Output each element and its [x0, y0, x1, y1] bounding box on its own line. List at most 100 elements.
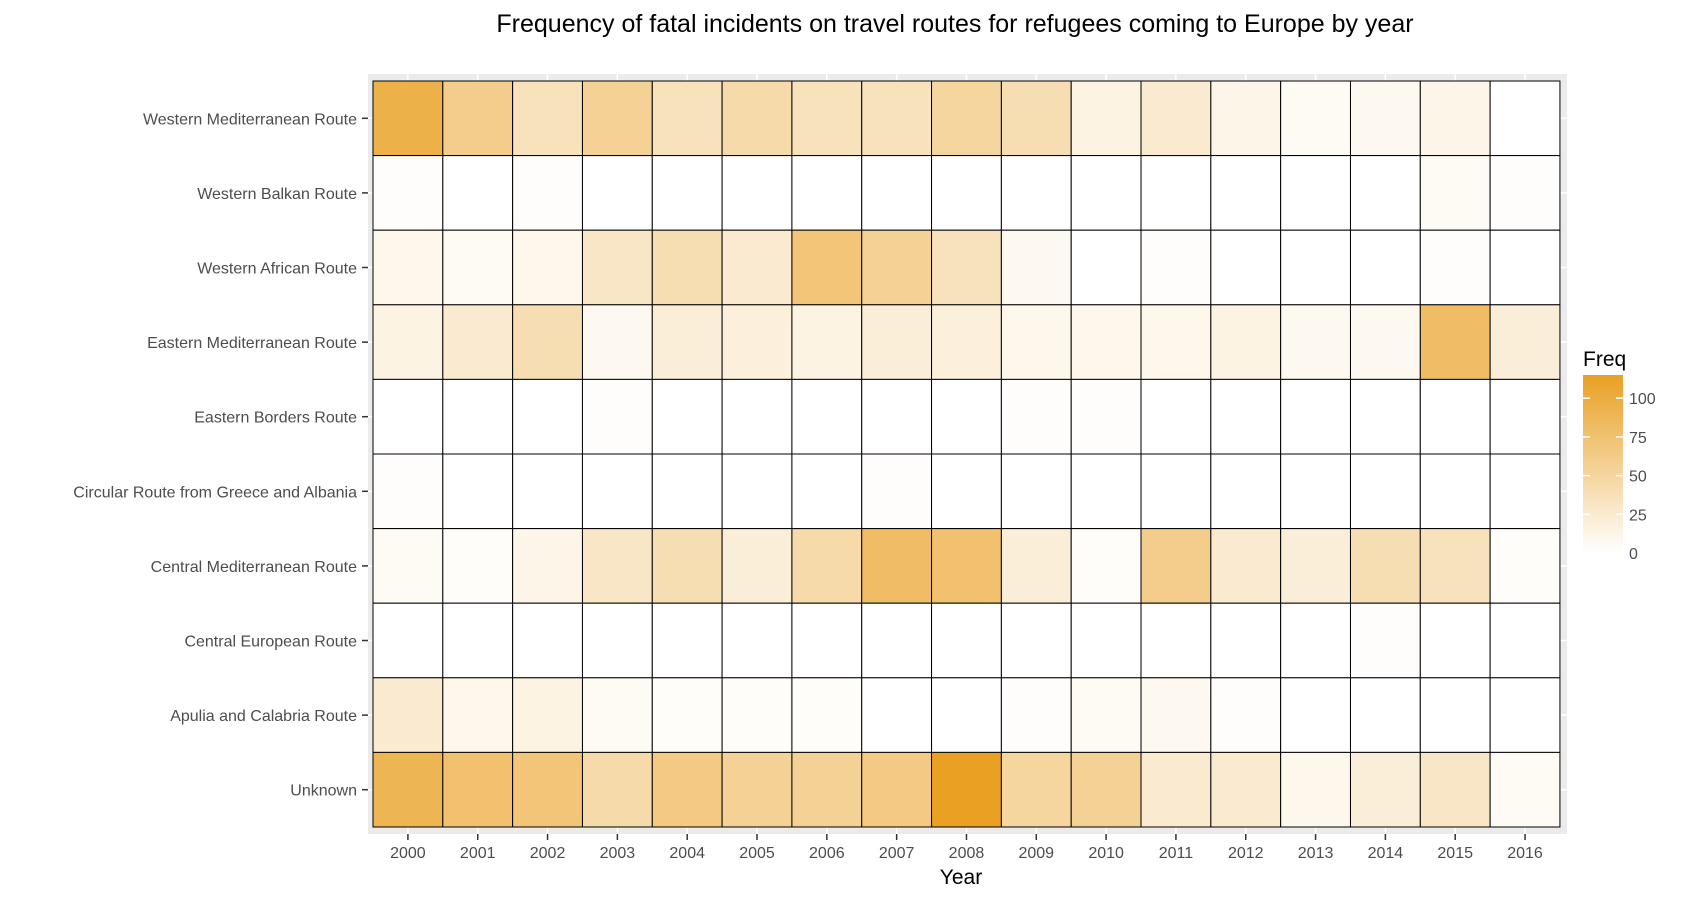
heatmap-cell — [861, 229, 933, 306]
legend-title: Freq — [1583, 348, 1626, 371]
y-tick-label: Circular Route from Greece and Albania — [73, 484, 357, 501]
heatmap-cell — [1000, 602, 1072, 679]
heatmap-cell — [1489, 453, 1561, 530]
x-tick-label: 2008 — [949, 845, 985, 862]
heatmap-cell — [1070, 751, 1142, 828]
heatmap-cell — [1349, 602, 1421, 679]
heatmap-cell — [581, 304, 653, 380]
heatmap-cell — [372, 155, 444, 231]
heatmap-cell — [1210, 229, 1282, 306]
heatmap-cell — [791, 677, 863, 753]
heatmap-cell — [651, 453, 723, 530]
x-tick-label: 2004 — [669, 845, 705, 862]
heatmap-cell — [1140, 677, 1212, 753]
heatmap-cell — [861, 602, 933, 679]
heatmap-cell — [861, 80, 933, 157]
heatmap-cell — [512, 80, 583, 157]
x-tick-label: 2013 — [1298, 845, 1334, 862]
heatmap-cell — [721, 229, 793, 306]
heatmap-cell — [1070, 155, 1142, 231]
heatmap-cell — [1000, 677, 1072, 753]
heatmap-cell — [1419, 304, 1491, 380]
heatmap-cell — [442, 751, 514, 828]
heatmap-cell — [1140, 602, 1212, 679]
heatmap-cell — [442, 453, 514, 530]
legend-tick-label: 25 — [1629, 507, 1647, 524]
heatmap-cell — [512, 304, 583, 380]
heatmap-cell — [581, 453, 653, 530]
heatmap-cell — [861, 155, 933, 231]
heatmap-cell — [1140, 80, 1212, 157]
heatmap-cell — [791, 751, 863, 828]
heatmap-cell — [1489, 602, 1561, 679]
heatmap-cell — [651, 602, 723, 679]
heatmap-cell — [1070, 378, 1142, 455]
heatmap-cell — [1140, 528, 1212, 604]
x-tick-label: 2010 — [1088, 845, 1124, 862]
heatmap-cell — [1349, 229, 1421, 306]
heatmap-cell — [1489, 155, 1561, 231]
heatmap-cell — [721, 528, 793, 604]
y-tick-label: Unknown — [290, 783, 357, 800]
heatmap-cell — [1140, 304, 1212, 380]
heatmap-cell — [1140, 751, 1212, 828]
heatmap-cell — [1349, 453, 1421, 530]
legend-tick-label: 75 — [1629, 430, 1647, 447]
heatmap-cell — [931, 378, 1002, 455]
y-axis: Western Mediterranean Route Western Balka… — [73, 111, 368, 800]
heatmap-cell — [1000, 378, 1072, 455]
heatmap-cell — [1140, 453, 1212, 530]
heatmap-cell — [861, 304, 933, 380]
heatmap-cell — [721, 602, 793, 679]
heatmap-cell — [372, 602, 444, 679]
heatmap-cell — [861, 751, 933, 828]
heatmap-cell — [1489, 751, 1561, 828]
heatmap-cell — [1419, 677, 1491, 753]
x-tick-label: 2009 — [1018, 845, 1054, 862]
heatmap-cell — [1070, 304, 1142, 380]
heatmap-cell — [1489, 229, 1561, 306]
heatmap-cell — [581, 677, 653, 753]
heatmap-cell — [1280, 602, 1351, 679]
heatmap-cell — [372, 80, 444, 157]
heatmap-cell — [721, 677, 793, 753]
heatmap-cell — [1070, 80, 1142, 157]
y-tick-label: Western Mediterranean Route — [143, 111, 357, 128]
heatmap-cell — [1070, 528, 1142, 604]
heatmap-cell — [1349, 304, 1421, 380]
x-tick-label: 2016 — [1507, 845, 1543, 862]
heatmap-cell — [581, 155, 653, 231]
heatmap-cell — [581, 80, 653, 157]
heatmap-cell — [1280, 751, 1351, 828]
heatmap-cell — [442, 155, 514, 231]
heatmap-cell — [372, 229, 444, 306]
x-tick-label: 2015 — [1437, 845, 1473, 862]
heatmap-cell — [1140, 378, 1212, 455]
heatmap-cell — [372, 528, 444, 604]
heatmap-cell — [861, 378, 933, 455]
heatmap-cell — [931, 80, 1002, 157]
legend-tick-label: 0 — [1629, 546, 1638, 563]
heatmap-cell — [791, 453, 863, 530]
heatmap-cell — [1489, 378, 1561, 455]
heatmap-cell — [372, 304, 444, 380]
heatmap-cell — [442, 602, 514, 679]
heatmap-cell — [512, 751, 583, 828]
y-tick-label: Apulia and Calabria Route — [170, 708, 357, 725]
heatmap-cell — [1280, 453, 1351, 530]
heatmap-cell — [1000, 453, 1072, 530]
heatmap-cell — [791, 80, 863, 157]
heatmap-cell — [1419, 602, 1491, 679]
x-tick-label: 2007 — [879, 845, 915, 862]
heatmap-cell — [721, 378, 793, 455]
y-tick-label: Central Mediterranean Route — [151, 559, 357, 576]
heatmap-cell — [442, 378, 514, 455]
y-tick-label: Eastern Borders Route — [194, 410, 357, 427]
heatmap-cell — [512, 453, 583, 530]
heatmap-cell — [1349, 751, 1421, 828]
heatmap-cell — [1140, 155, 1212, 231]
heatmap-cell — [1349, 80, 1421, 157]
x-tick-label: 2011 — [1159, 845, 1194, 862]
heatmap-cell — [1280, 155, 1351, 231]
